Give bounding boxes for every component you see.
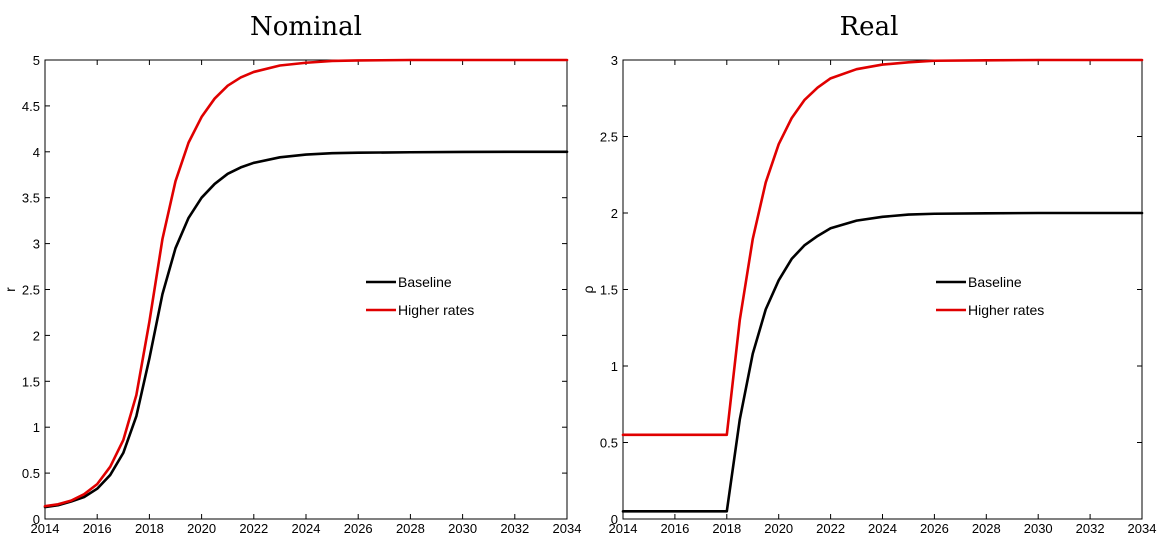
x-tick-label: 2032 xyxy=(1076,521,1105,536)
x-tick-label: 2016 xyxy=(660,521,689,536)
x-tick-label: 2018 xyxy=(712,521,741,536)
series-line-baseline xyxy=(43,150,569,509)
y-tick-label: 0 xyxy=(33,512,40,527)
x-tick-label: 2016 xyxy=(83,521,112,536)
legend-entry: Baseline xyxy=(968,274,1022,290)
y-tick-label: 1 xyxy=(33,420,40,435)
chart-title: Real xyxy=(840,12,899,42)
y-tick-label: 4 xyxy=(33,145,40,160)
x-tick-label: 2020 xyxy=(187,521,216,536)
y-tick-label: 3 xyxy=(33,237,40,252)
x-tick-label: 2022 xyxy=(239,521,268,536)
x-tick-label: 2030 xyxy=(1024,521,1053,536)
y-tick-label: 2.5 xyxy=(22,283,40,298)
y-tick-label: 2 xyxy=(33,328,40,343)
legend-entry: Baseline xyxy=(398,274,452,290)
x-tick-label: 2020 xyxy=(764,521,793,536)
series-line-higher-rates xyxy=(43,58,569,508)
y-tick-label: 5 xyxy=(33,53,40,68)
y-tick-label: 1.5 xyxy=(22,374,40,389)
y-axis-label: ρ xyxy=(580,285,596,293)
legend-entry: Higher rates xyxy=(398,302,474,318)
y-tick-label: 1 xyxy=(611,359,618,374)
legend-entry: Higher rates xyxy=(968,302,1044,318)
x-tick-label: 2014 xyxy=(31,521,60,536)
x-tick-label: 2030 xyxy=(448,521,477,536)
x-tick-label: 2014 xyxy=(609,521,638,536)
y-tick-label: 0 xyxy=(611,512,618,527)
x-tick-label: 2034 xyxy=(1128,521,1157,536)
y-axis-label: r xyxy=(2,287,18,292)
plot-area-frame xyxy=(622,59,1143,520)
series-line-baseline xyxy=(621,211,1144,513)
y-tick-label: 1.5 xyxy=(600,283,618,298)
y-tick-label: 0.5 xyxy=(600,436,618,451)
x-tick-label: 2024 xyxy=(868,521,897,536)
y-tick-label: 2.5 xyxy=(600,130,618,145)
x-tick-label: 2026 xyxy=(920,521,949,536)
x-tick-label: 2024 xyxy=(292,521,321,536)
y-tick-label: 4.5 xyxy=(22,99,40,114)
x-tick-label: 2032 xyxy=(500,521,529,536)
x-tick-label: 2018 xyxy=(135,521,164,536)
y-tick-label: 3 xyxy=(611,53,618,68)
x-tick-label: 2028 xyxy=(972,521,1001,536)
y-tick-label: 2 xyxy=(611,206,618,221)
series-line-higher-rates xyxy=(621,58,1144,437)
chart-title: Nominal xyxy=(250,12,362,42)
x-tick-label: 2034 xyxy=(553,521,582,536)
x-tick-label: 2026 xyxy=(344,521,373,536)
y-tick-label: 3.5 xyxy=(22,191,40,206)
x-tick-label: 2028 xyxy=(396,521,425,536)
y-tick-label: 0.5 xyxy=(22,466,40,481)
x-tick-label: 2022 xyxy=(816,521,845,536)
